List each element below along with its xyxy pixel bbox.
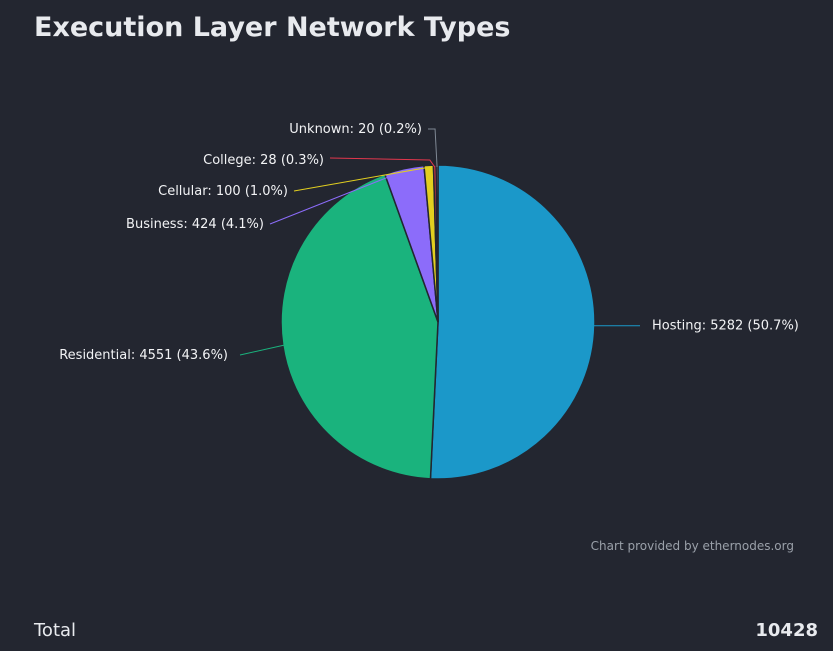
data-label-college: College: 28 (0.3%) xyxy=(203,153,324,168)
data-label-cellular: Cellular: 100 (1.0%) xyxy=(158,184,288,199)
connector-cellular xyxy=(293,166,429,192)
chart-credits[interactable]: Chart provided by ethernodes.org xyxy=(591,539,794,553)
pie-slices xyxy=(280,164,596,480)
chart-title: Execution Layer Network Types xyxy=(34,12,511,43)
label-connectors xyxy=(239,128,640,356)
data-label-business: Business: 424 (4.1%) xyxy=(126,217,264,232)
data-label-unknown: Unknown: 20 (0.2%) xyxy=(289,122,422,137)
total-value: 10428 xyxy=(755,620,818,641)
connector-residential xyxy=(239,344,285,356)
data-labels: Hosting: 5282 (50.7%) Residential: 4551 (… xyxy=(59,122,799,363)
connector-business xyxy=(269,170,405,225)
data-label-residential: Residential: 4551 (43.6%) xyxy=(59,348,228,363)
connector-college xyxy=(329,157,436,168)
connector-unknown xyxy=(428,128,438,168)
total-label: Total xyxy=(34,620,77,641)
data-label-hosting: Hosting: 5282 (50.7%) xyxy=(652,319,799,334)
pie-slice-hosting[interactable] xyxy=(429,164,596,480)
